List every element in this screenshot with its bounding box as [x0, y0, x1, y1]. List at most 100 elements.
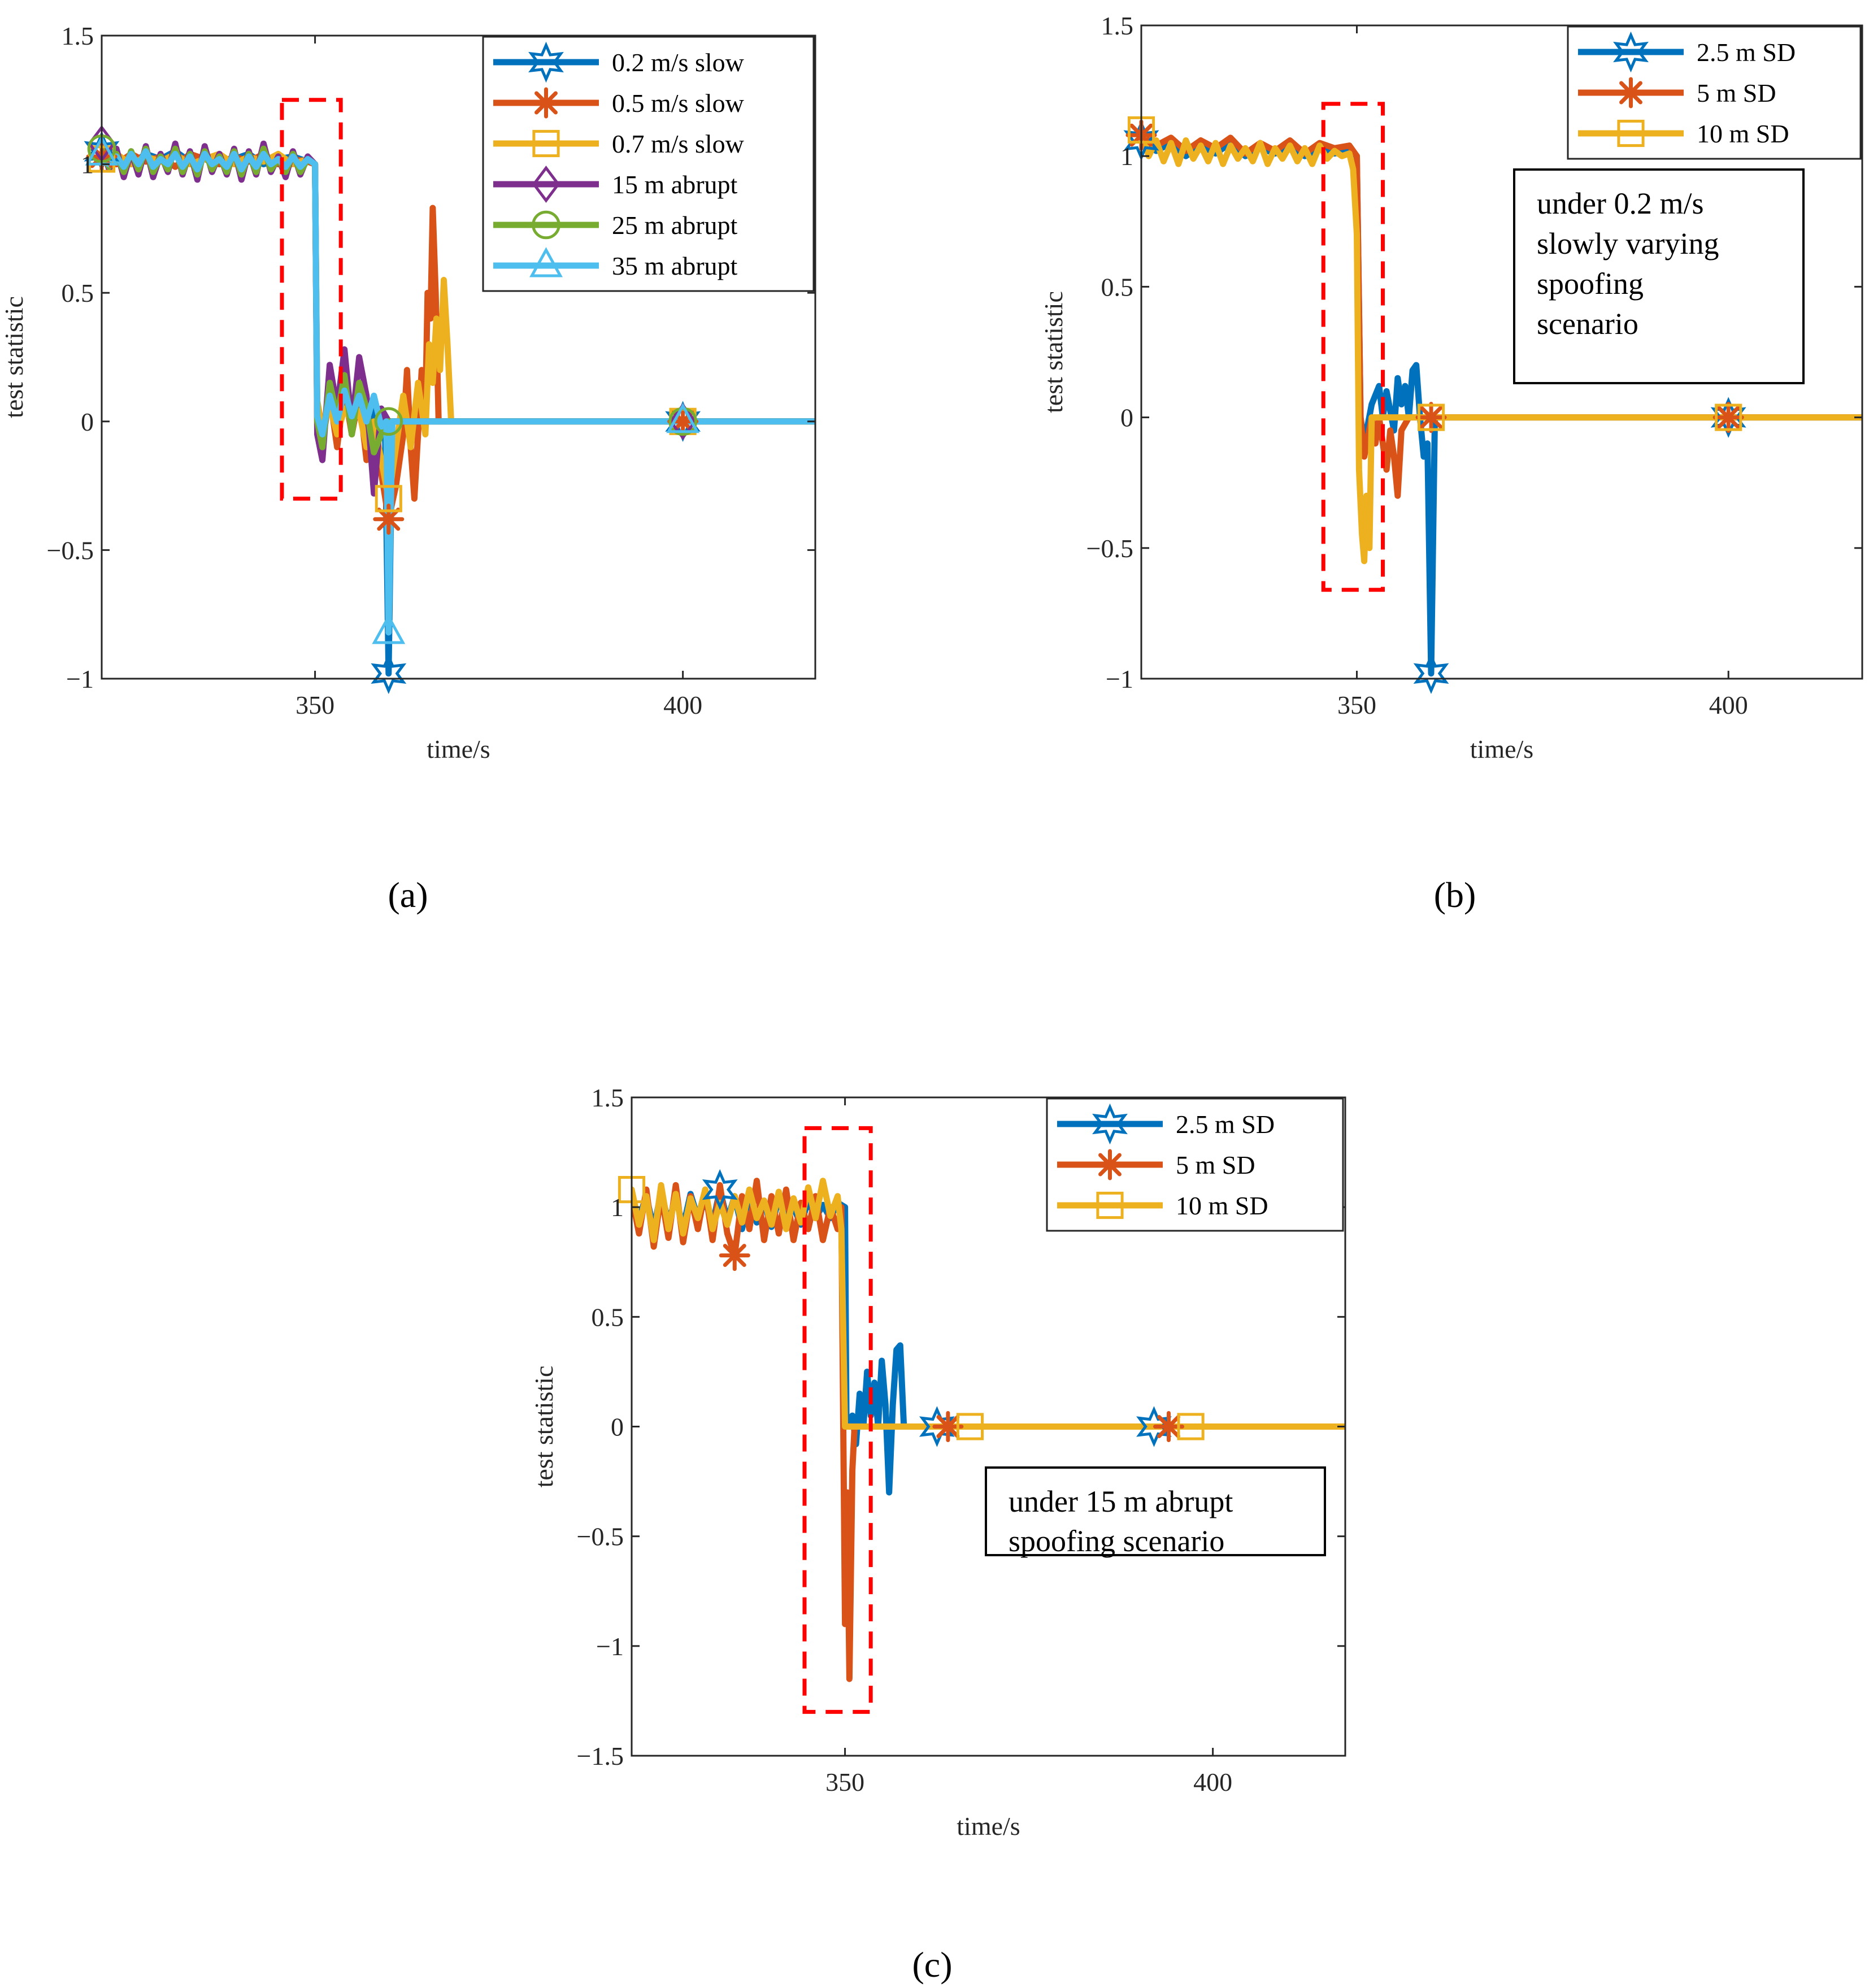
y-tick-label: 1.5	[62, 21, 94, 50]
data-marker-2-5-m-sd	[1710, 397, 1746, 438]
legend-label: 0.2 m/s slow	[612, 48, 745, 77]
y-tick-label: 0	[1120, 403, 1133, 432]
annotation-text: scenario	[1537, 307, 1638, 341]
x-tick-label: 400	[1709, 691, 1748, 719]
annotation-text: slowly varying	[1537, 227, 1719, 261]
legend-label: 15 m abrupt	[612, 170, 738, 199]
legend-box	[482, 36, 815, 292]
data-marker-10-m-sd	[1715, 403, 1742, 431]
data-marker-0-7-m-s-slow	[375, 485, 402, 513]
legend-label: 10 m SD	[1176, 1191, 1268, 1220]
legend-label: 2.5 m SD	[1176, 1110, 1275, 1139]
data-marker-35-m-abrupt	[372, 614, 406, 644]
series-line-25-m-abrupt	[102, 145, 815, 455]
y-tick-label: 1	[81, 150, 94, 179]
legend-marker-10-m-sd	[1617, 119, 1645, 147]
legend-label: 10 m SD	[1697, 119, 1789, 148]
y-tick-label: −0.5	[1086, 534, 1133, 563]
x-axis-label: time/s	[1470, 735, 1533, 763]
marker-group	[1123, 116, 1746, 695]
axes-frame	[1140, 24, 1863, 680]
legend-marker-2-5-m-sd	[1092, 1103, 1128, 1145]
panel-label: (c)	[912, 1944, 952, 1985]
series-line-10-m-sd	[1141, 127, 1862, 565]
panel-label: (a)	[388, 875, 428, 915]
annotation-text: under 0.2 m/s	[1537, 186, 1703, 220]
legend-label: 0.5 m/s slow	[612, 89, 745, 118]
y-tick-label: −1	[66, 665, 94, 693]
data-marker-10-m-sd	[1417, 403, 1445, 431]
legend-label: 25 m abrupt	[612, 211, 738, 240]
series-line-35-m-abrupt	[102, 148, 815, 636]
annotation-box	[1513, 168, 1805, 384]
legend-marker-0-5-m-s-slow	[531, 87, 562, 119]
data-marker-25-m-abrupt	[374, 407, 403, 436]
legend-marker-5-m-sd	[1094, 1149, 1125, 1180]
data-marker-5-m-sd	[1415, 402, 1447, 433]
highlight-box	[802, 1126, 873, 1714]
data-marker-2-5-m-sd	[919, 1406, 955, 1447]
legend-label: 5 m SD	[1697, 79, 1776, 107]
legend-marker-10-m-sd	[1096, 1191, 1124, 1219]
data-marker-15-m-abrupt	[668, 402, 697, 440]
series-group	[1141, 127, 1862, 677]
y-tick-label: 1.5	[592, 1083, 624, 1112]
x-tick-label: 350	[825, 1768, 864, 1796]
y-tick-label: −1	[596, 1632, 624, 1661]
highlight-box	[1321, 102, 1385, 592]
series-line-10-m-sd	[632, 1178, 1345, 1430]
legend-marker-15-m-abrupt	[532, 166, 560, 203]
y-tick-label: −1	[1106, 665, 1133, 693]
annotation-text: under 15 m abrupt	[1009, 1485, 1233, 1518]
y-axis-label: test statistic	[0, 296, 28, 418]
chart-a: −1 −0.5 0 0.5 1 1.5 350 400 time/s test statistic…	[0, 21, 816, 915]
y-tick-label: 0.5	[1101, 272, 1134, 301]
x-axis-label: time/s	[957, 1812, 1020, 1841]
legend-marker-25-m-abrupt	[532, 210, 560, 240]
y-tick-label: 0.5	[592, 1303, 624, 1331]
highlight-box	[280, 98, 343, 501]
legend-marker-35-m-abrupt	[529, 247, 563, 277]
chart-c: −1.5 −1 −0.5 0 0.5 1 1.5 350 400 time/s test stati…	[529, 1083, 1346, 1985]
y-tick-label: 0	[81, 407, 94, 436]
y-tick-label: −0.5	[47, 536, 94, 565]
series-line-5-m-sd	[1141, 132, 1862, 499]
y-tick-label: −0.5	[577, 1522, 624, 1551]
chart-b: −1 −0.5 0 0.5 1 1.5 350 400 time/s test statistic…	[1039, 11, 1863, 915]
data-marker-5-m-sd	[1153, 1411, 1185, 1442]
x-tick-label: 400	[1193, 1768, 1232, 1796]
annotation-box	[985, 1466, 1326, 1556]
annotation-text: spoofing scenario	[1009, 1524, 1224, 1558]
y-tick-label: 0.5	[62, 279, 94, 307]
marker-group	[618, 1169, 1205, 1447]
panel-label: (b)	[1434, 875, 1476, 915]
legend-marker-5-m-sd	[1615, 77, 1646, 108]
annotation-text: spoofing	[1537, 267, 1644, 301]
data-marker-10-m-sd	[1177, 1413, 1205, 1440]
data-marker-2-5-m-sd	[1413, 653, 1449, 695]
series-group	[102, 140, 815, 677]
data-marker-0-2-m-s-slow	[371, 653, 407, 695]
legend-label: 2.5 m SD	[1697, 38, 1796, 67]
axes-frame	[101, 34, 816, 680]
data-marker-10-m-sd	[956, 1413, 984, 1440]
y-tick-label: 1.5	[1101, 11, 1134, 40]
y-tick-label: −1.5	[577, 1742, 624, 1770]
y-tick-label: 1	[611, 1193, 624, 1222]
legend-label: 5 m SD	[1176, 1151, 1255, 1179]
y-axis-label: test statistic	[529, 1366, 558, 1488]
x-tick-label: 350	[1337, 691, 1376, 719]
series-group	[632, 1178, 1345, 1682]
legend-marker-2-5-m-sd	[1613, 31, 1649, 73]
y-tick-label: 1	[1120, 142, 1133, 171]
data-marker-5-m-sd	[1712, 402, 1744, 433]
legend-label: 35 m abrupt	[612, 251, 738, 280]
x-axis-label: time/s	[427, 735, 490, 763]
data-marker-5-m-sd	[719, 1240, 750, 1271]
legend-label: 0.7 m/s slow	[612, 129, 745, 158]
data-marker-2-5-m-sd	[702, 1169, 738, 1210]
data-marker-35-m-abrupt	[666, 403, 700, 433]
x-tick-label: 400	[663, 691, 702, 719]
legend-marker-0-7-m-s-slow	[532, 129, 560, 158]
